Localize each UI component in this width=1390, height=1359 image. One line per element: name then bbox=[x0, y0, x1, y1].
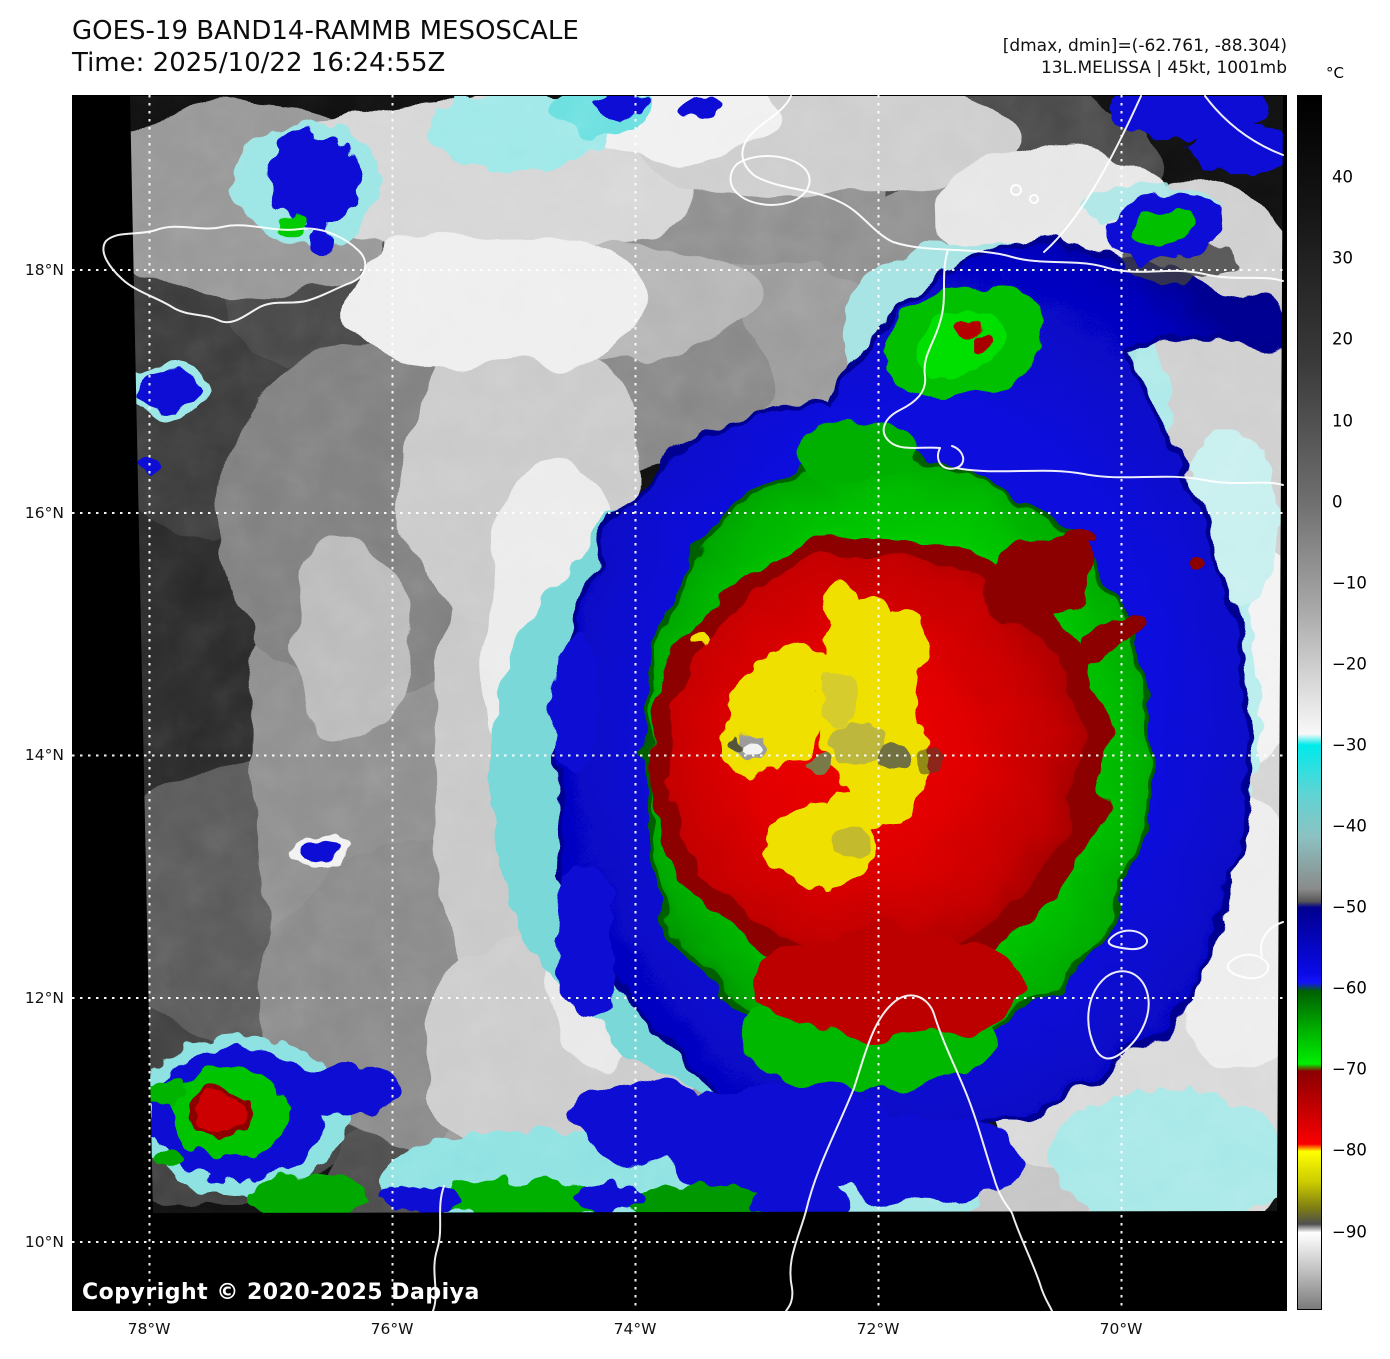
coastline-haiti-west bbox=[882, 249, 949, 449]
copyright-watermark: Copyright © 2020-2025 Dapiya bbox=[82, 1280, 480, 1305]
lat-label: 14°N bbox=[24, 746, 64, 764]
coldest-spot bbox=[741, 738, 763, 754]
coastlines bbox=[102, 95, 1284, 1312]
colorbar-tick: −40 bbox=[1332, 816, 1367, 836]
coastline-guajira bbox=[805, 994, 1053, 1312]
lat-label: 10°N bbox=[24, 1233, 64, 1251]
lon-label: 72°W bbox=[856, 1320, 900, 1338]
colorbar-tick: −70 bbox=[1332, 1059, 1367, 1079]
colorbar-tick: −80 bbox=[1332, 1140, 1367, 1160]
colorbar-tick: 30 bbox=[1332, 248, 1353, 268]
coastline-south-america-west bbox=[432, 1185, 445, 1312]
satellite-map: Copyright © 2020-2025 Dapiya bbox=[72, 95, 1287, 1312]
dark-red-island bbox=[975, 536, 1095, 624]
colorbar-tick: −20 bbox=[1332, 654, 1367, 674]
island-outline bbox=[729, 155, 811, 206]
storm-info: 13L.MELISSA | 45kt, 1001mb bbox=[1040, 58, 1287, 78]
temperature-colorbar bbox=[1297, 95, 1322, 1310]
timestamp: Time: 2025/10/22 16:24:55Z bbox=[72, 48, 446, 78]
colorbar-tick: −10 bbox=[1332, 573, 1367, 593]
lon-label: 70°W bbox=[1099, 1320, 1143, 1338]
product-title: GOES-19 BAND14-RAMMB MESOSCALE bbox=[72, 16, 579, 46]
coastline-cuba bbox=[741, 95, 894, 243]
colorbar-tick: 10 bbox=[1332, 411, 1353, 431]
lat-lon-gridlines bbox=[72, 95, 1287, 1311]
lon-label: 74°W bbox=[613, 1320, 657, 1338]
lat-label: 18°N bbox=[24, 261, 64, 279]
lon-label: 76°W bbox=[370, 1320, 414, 1338]
colorbar-tick: 20 bbox=[1332, 329, 1353, 349]
satellite-imagery bbox=[72, 95, 1287, 1312]
colorbar-tick: 0 bbox=[1332, 492, 1343, 512]
coastline-paraguana bbox=[1087, 970, 1150, 1060]
coastline-jamaica bbox=[102, 224, 367, 324]
green-spot-jamaica bbox=[281, 217, 303, 237]
colorbar-tick: −30 bbox=[1332, 735, 1367, 755]
lon-label: 78°W bbox=[127, 1320, 171, 1338]
colorbar-tick: 40 bbox=[1332, 167, 1353, 187]
coastline-hispaniola-north bbox=[892, 241, 1284, 282]
coastline-hispaniola-south bbox=[955, 467, 1284, 486]
yellow-cold-core bbox=[691, 580, 944, 887]
dmax-dmin-readout: [dmax, dmin]=(-62.761, -88.304) bbox=[1002, 36, 1287, 56]
lat-label: 12°N bbox=[24, 989, 64, 1007]
secondary-storms bbox=[130, 96, 1283, 1213]
colorbar-unit-label: °C bbox=[1326, 64, 1344, 82]
colorbar-tick: −90 bbox=[1332, 1222, 1367, 1242]
lat-label: 16°N bbox=[24, 504, 64, 522]
data-region bbox=[130, 96, 1283, 1213]
colorbar-tick: −60 bbox=[1332, 978, 1367, 998]
colorbar-tick: −50 bbox=[1332, 897, 1367, 917]
